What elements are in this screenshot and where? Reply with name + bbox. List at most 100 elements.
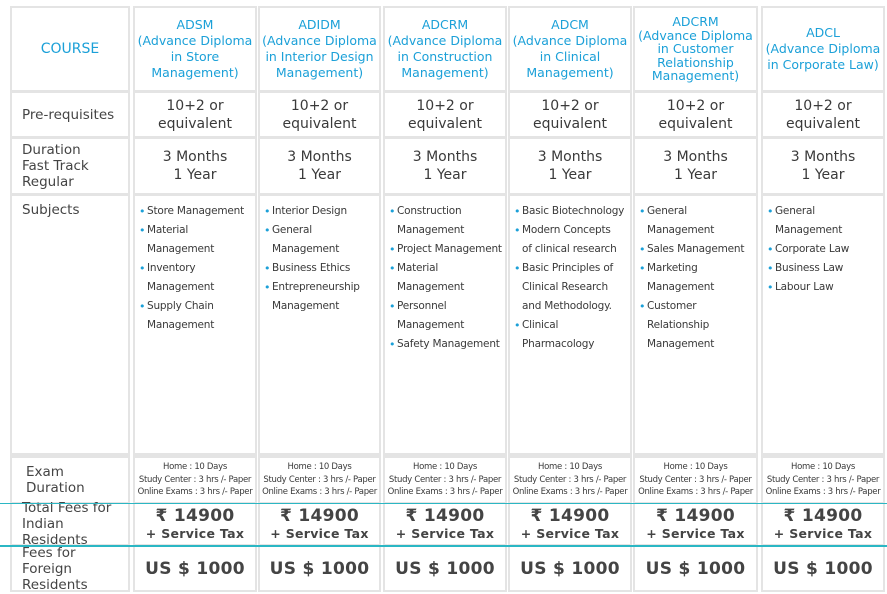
prerequisite-line: equivalent xyxy=(786,115,860,132)
prerequisite-cell: 10+2 or equivalent xyxy=(260,93,379,136)
service-tax-note: + Service Tax xyxy=(270,526,369,541)
duration-cell: 3 Months 1 Year xyxy=(385,139,505,193)
fee-indian-cell: ₹ 14900 + Service Tax xyxy=(260,504,379,544)
course-name-line: (Advance Diploma xyxy=(512,33,628,48)
fee-foreign-amount: US $ 1000 xyxy=(773,558,873,579)
prerequisites-label: Pre-requisites xyxy=(22,106,115,123)
exam-line: Online Exams : 3 hrs /- Paper xyxy=(512,487,628,498)
subject-line: Management xyxy=(272,300,340,312)
course-header-cell: ADCM (Advance Diploma in Clinical Managemen… xyxy=(510,8,630,90)
service-tax-note: + Service Tax xyxy=(520,526,620,541)
prerequisite-line: 10+2 or xyxy=(541,97,599,114)
subject-line: Management xyxy=(647,338,715,350)
course-name-line: Management) xyxy=(275,65,364,80)
subject-line: General Management xyxy=(775,205,843,236)
subject-item: Basic Principles of Clinical Research and … xyxy=(514,259,624,316)
course-name-line: Management) xyxy=(651,68,740,84)
subject-line: Business Ethics xyxy=(272,262,351,274)
exam-duration-cell: Home : 10 Days Study Center : 3 hrs /- Pa… xyxy=(510,458,630,502)
prerequisite-line: equivalent xyxy=(533,115,607,132)
subject-line: General xyxy=(272,224,312,236)
course-code: ADCM xyxy=(551,17,589,32)
fee-indian-cell: ₹ 14900 + Service Tax xyxy=(635,504,756,544)
subject-item: Entrepreneurship Management xyxy=(264,278,360,316)
exam-line: Home : 10 Days xyxy=(163,462,227,473)
fees-indian-label-cell: Total Fees for Indian Residents xyxy=(12,500,128,548)
prerequisite-line: 10+2 or xyxy=(794,97,852,114)
exam-duration-label-line: Exam xyxy=(26,464,64,480)
subject-item: Business Ethics xyxy=(264,259,360,278)
course-name-line: Relationship xyxy=(657,54,734,70)
course-name-line: Management) xyxy=(401,65,489,80)
prerequisite-line: equivalent xyxy=(658,115,733,132)
duration-line: 3 Months xyxy=(663,149,728,165)
duration-line: 1 Year xyxy=(423,167,467,183)
duration-line: 3 Months xyxy=(162,149,228,165)
course-code: ADSM xyxy=(176,17,214,32)
subject-line: and Methodology. xyxy=(522,300,612,312)
course-header-cell: ADSM (Advance Diploma in Store Management) xyxy=(135,8,255,90)
fee-indian-amount: ₹ 14900 xyxy=(656,506,735,526)
course-name-line: (Advance Diploma xyxy=(638,27,753,43)
duration-line: 3 Months xyxy=(287,149,352,165)
exam-line: Study Center : 3 hrs /- Paper xyxy=(388,474,502,485)
subject-item: Labour Law xyxy=(767,278,881,297)
service-tax-note: + Service Tax xyxy=(773,526,873,541)
subject-item: Safety Management xyxy=(389,335,503,354)
service-tax-note: + Service Tax xyxy=(646,526,745,541)
duration-cell: 3 Months 1 Year xyxy=(260,139,379,193)
prerequisite-line: 10+2 or xyxy=(290,97,349,114)
course-header-cell: ADCL (Advance Diploma in Corporate Law) xyxy=(763,8,883,90)
subject-line: Relationship xyxy=(647,319,710,331)
exam-line: Online Exams : 3 hrs /- Paper xyxy=(262,487,377,498)
exam-line: Online Exams : 3 hrs /- Paper xyxy=(765,487,881,498)
exam-line: Home : 10 Days xyxy=(538,462,602,473)
prerequisite-line: 10+2 or xyxy=(666,97,725,114)
course-header-cell: ADCRM (Advance Diploma in Construction Mana… xyxy=(385,8,505,90)
fee-indian-amount: ₹ 14900 xyxy=(155,506,235,526)
fee-foreign-cell: US $ 1000 xyxy=(260,547,379,590)
subject-line: Sales Management xyxy=(647,243,745,255)
fees-indian-label-line: Indian Residents xyxy=(22,516,88,548)
duration-line: 3 Months xyxy=(412,149,478,165)
subject-item: Customer Relationship Management xyxy=(639,297,744,354)
duration-cell: 3 Months 1 Year xyxy=(510,139,630,193)
subject-item: Personnel Management xyxy=(389,297,503,335)
subject-item: Project Management xyxy=(389,240,503,259)
course-code: ADCRM xyxy=(672,14,719,30)
exam-duration-cell: Home : 10 Days Study Center : 3 hrs /- Pa… xyxy=(135,458,255,502)
exam-line: Study Center : 3 hrs /- Paper xyxy=(263,474,376,485)
fee-indian-cell: ₹ 14900 + Service Tax xyxy=(510,504,630,544)
subjects-cell: Store Management Material Management Inven… xyxy=(135,196,255,453)
subject-item: General Management xyxy=(767,202,881,240)
subject-line: Entrepreneurship xyxy=(272,281,360,293)
subjects-list: Interior Design General Management Business… xyxy=(264,202,360,316)
fee-foreign-cell: US $ 1000 xyxy=(385,547,505,590)
subjects-list: General Management Sales Management Marketi… xyxy=(639,202,744,354)
exam-line: Study Center : 3 hrs /- Paper xyxy=(513,474,627,485)
duration-label-line: Fast Track xyxy=(22,158,89,174)
subject-item: Marketing Management xyxy=(639,259,744,297)
exam-line: Online Exams : 3 hrs /- Paper xyxy=(137,487,253,498)
subject-line: Material Management xyxy=(147,224,215,255)
exam-duration-cell: Home : 10 Days Study Center : 3 hrs /- Pa… xyxy=(763,458,883,502)
course-header-cell: ADIDM (Advance Diploma in Interior Design M… xyxy=(260,8,379,90)
fees-foreign-label-cell: Fees for Foreign Residents xyxy=(12,545,128,593)
exam-duration-label-cell: Exam Duration xyxy=(12,458,128,502)
duration-line: 1 Year xyxy=(801,167,845,183)
subjects-cell: Interior Design General Management Business… xyxy=(260,196,379,453)
fee-foreign-cell: US $ 1000 xyxy=(635,547,756,590)
subject-line: Material Management xyxy=(397,262,465,293)
subject-line: Customer xyxy=(647,300,697,312)
fee-foreign-amount: US $ 1000 xyxy=(395,558,495,579)
subject-line: Personnel Management xyxy=(397,300,465,331)
service-tax-note: + Service Tax xyxy=(395,526,495,541)
subject-line: Inventory Management xyxy=(147,262,215,293)
subjects-label-cell: Subjects xyxy=(12,196,128,453)
duration-line: 3 Months xyxy=(790,149,856,165)
duration-line: 1 Year xyxy=(298,167,341,183)
course-name-line: in Clinical xyxy=(539,49,601,64)
duration-label-cell: Duration Fast Track Regular xyxy=(12,139,128,193)
duration-cell: 3 Months 1 Year xyxy=(635,139,756,193)
subject-line: Basic Biotechnology xyxy=(522,205,625,217)
